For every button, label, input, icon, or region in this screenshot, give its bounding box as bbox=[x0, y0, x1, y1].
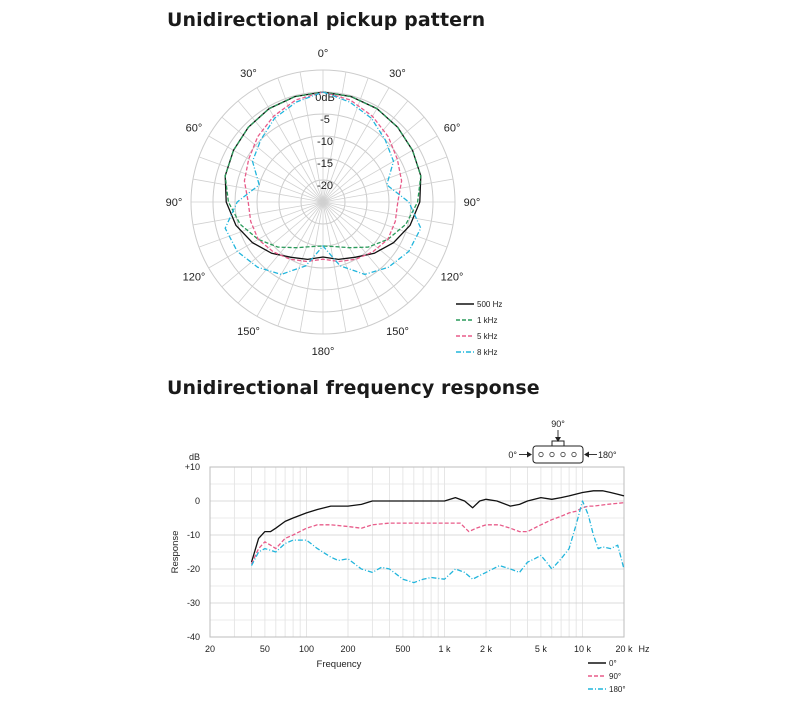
freq-x-tick-label: 20 bbox=[205, 644, 215, 654]
polar-angle-label: 0° bbox=[318, 48, 329, 60]
freq-y-tick-label: -40 bbox=[187, 632, 200, 642]
microphone-capsule-dot bbox=[560, 451, 566, 458]
freq-series-line bbox=[250, 490, 625, 563]
polar-spoke bbox=[237, 100, 324, 203]
polar-angle-label: 90° bbox=[464, 197, 481, 209]
polar-spoke bbox=[299, 71, 324, 203]
freq-y-tick-label: -20 bbox=[187, 564, 200, 574]
freq-y-axis-label: Response bbox=[170, 531, 181, 574]
polar-spoke bbox=[322, 156, 448, 203]
microphone-capsule-dot bbox=[538, 451, 544, 458]
polar-angle-label: 120° bbox=[441, 272, 464, 284]
polar-spoke bbox=[277, 77, 324, 203]
polar-spoke bbox=[208, 135, 324, 203]
polar-spoke bbox=[322, 71, 347, 203]
polar-spoke bbox=[198, 156, 324, 203]
polar-spoke bbox=[221, 116, 324, 203]
polar-spoke bbox=[322, 87, 390, 203]
polar-series-line bbox=[243, 91, 403, 263]
polar-angle-label: 150° bbox=[386, 326, 409, 338]
polar-angle-label: 60° bbox=[444, 123, 461, 135]
freq-x-tick-label: 500 bbox=[395, 644, 410, 654]
polar-spoke bbox=[322, 135, 438, 203]
polar-angle-label: 180° bbox=[312, 346, 335, 358]
freq-grid bbox=[209, 466, 625, 638]
polar-legend-label: 8 kHz bbox=[477, 348, 497, 357]
polar-legend-label: 1 kHz bbox=[477, 316, 497, 325]
polar-spoke bbox=[192, 178, 324, 203]
polar-spoke bbox=[322, 201, 369, 327]
polar-spoke bbox=[322, 178, 454, 203]
polar-angle-label: 30° bbox=[389, 68, 406, 80]
polar-spoke bbox=[256, 87, 324, 203]
polar-ring-label: -10 bbox=[317, 136, 333, 148]
polar-chart-title: Unidirectional pickup pattern bbox=[167, 9, 486, 31]
polar-spoke bbox=[322, 201, 390, 317]
freq-legend-label: 0° bbox=[609, 659, 617, 668]
polar-ring-label: -20 bbox=[317, 180, 333, 192]
freq-legend-label: 180° bbox=[609, 685, 626, 694]
orientation-label-side: 90° bbox=[551, 419, 565, 429]
freq-legend-label: 90° bbox=[609, 672, 621, 681]
freq-series-line bbox=[250, 502, 625, 565]
freq-x-unit: Hz bbox=[639, 644, 650, 654]
polar-spoke bbox=[299, 201, 324, 333]
orientation-label-front: 0° bbox=[508, 450, 517, 460]
polar-ring-label: -5 bbox=[320, 114, 330, 126]
polar-spoke bbox=[322, 201, 438, 269]
freq-x-tick-label: 1 k bbox=[438, 644, 451, 654]
polar-spoke bbox=[322, 201, 454, 226]
polar-ring-label: -15 bbox=[317, 158, 333, 170]
freq-y-tick-label: -30 bbox=[187, 598, 200, 608]
polar-spoke bbox=[322, 201, 347, 333]
polar-spoke bbox=[322, 100, 409, 203]
freq-x-tick-label: 50 bbox=[260, 644, 270, 654]
polar-spoke bbox=[277, 201, 324, 327]
polar-spoke bbox=[322, 77, 369, 203]
polar-series-line bbox=[224, 91, 422, 261]
polar-angle-label: 60° bbox=[186, 123, 203, 135]
polar-legend-label: 5 kHz bbox=[477, 332, 497, 341]
freq-x-tick-label: 20 k bbox=[615, 644, 633, 654]
polar-grid bbox=[190, 69, 456, 335]
freq-x-tick-label: 10 k bbox=[574, 644, 592, 654]
freq-series-line bbox=[250, 500, 625, 584]
freq-x-axis-label: Frequency bbox=[317, 659, 362, 670]
polar-angle-label: 150° bbox=[237, 326, 260, 338]
freq-y-tick-label: 0 bbox=[195, 496, 200, 506]
polar-spoke bbox=[198, 201, 324, 248]
freq-y-unit: dB bbox=[189, 452, 200, 462]
frequency-chart-title: Unidirectional frequency response bbox=[167, 377, 540, 399]
freq-x-tick-label: 200 bbox=[340, 644, 355, 654]
freq-plot-frame bbox=[209, 466, 625, 638]
freq-x-tick-label: 2 k bbox=[480, 644, 493, 654]
microphone-capsule-dot bbox=[571, 451, 577, 458]
polar-angle-label: 90° bbox=[166, 197, 183, 209]
polar-series-line bbox=[224, 91, 422, 276]
polar-spoke bbox=[208, 201, 324, 269]
microphone-capsule-dot bbox=[549, 451, 555, 458]
freq-x-tick-label: 100 bbox=[299, 644, 314, 654]
polar-spoke bbox=[192, 201, 324, 226]
polar-legend-label: 500 Hz bbox=[477, 300, 502, 309]
polar-spoke bbox=[322, 116, 425, 203]
polar-spoke bbox=[322, 201, 448, 248]
side-arrowhead bbox=[555, 437, 561, 442]
orientation-label-rear: 180° bbox=[598, 450, 617, 460]
polar-angle-label: 30° bbox=[240, 68, 257, 80]
freq-x-tick-label: 5 k bbox=[535, 644, 548, 654]
polar-spoke bbox=[256, 201, 324, 317]
polar-spoke bbox=[237, 201, 324, 304]
rear-arrowhead bbox=[584, 451, 589, 458]
polar-angle-label: 120° bbox=[183, 272, 206, 284]
polar-spoke bbox=[322, 201, 409, 304]
microphone-orientation-diagram bbox=[519, 430, 597, 464]
freq-y-tick-label: +10 bbox=[185, 462, 200, 472]
front-arrowhead bbox=[527, 451, 532, 458]
freq-y-tick-label: -10 bbox=[187, 530, 200, 540]
